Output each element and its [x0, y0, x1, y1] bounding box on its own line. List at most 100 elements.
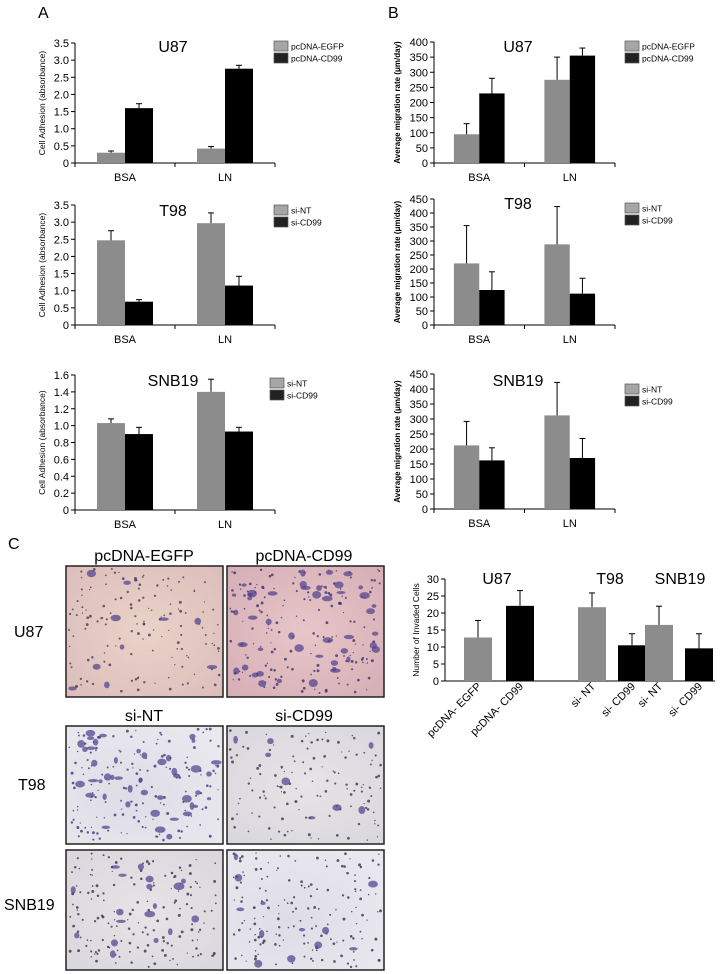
pore-dot	[85, 609, 87, 611]
pore-dot	[121, 577, 125, 581]
invaded-cell	[237, 642, 248, 648]
pore-dot	[362, 644, 364, 646]
pore-dot	[102, 604, 106, 608]
pore-dot	[266, 875, 269, 878]
invaded-cell	[82, 746, 88, 753]
y-tick-label: 200	[410, 264, 428, 276]
pore-dot	[243, 594, 246, 597]
invaded-cell	[343, 571, 353, 577]
pore-dot	[193, 673, 196, 676]
pore-dot	[243, 920, 246, 922]
pore-dot	[163, 614, 166, 617]
invaded-cell	[298, 927, 306, 932]
pore-dot	[320, 934, 323, 938]
pore-dot	[76, 750, 79, 753]
micrograph-cells	[68, 727, 222, 842]
bar	[225, 68, 253, 163]
pore-dot	[362, 783, 365, 786]
pore-dot	[246, 747, 250, 750]
pore-dot	[308, 732, 310, 735]
invaded-cell	[156, 795, 164, 801]
pore-dot	[217, 744, 220, 748]
pore-dot	[184, 612, 187, 614]
pore-dot	[253, 957, 257, 961]
pore-dot	[307, 833, 311, 837]
pore-dot	[178, 600, 182, 604]
pore-dot	[350, 805, 352, 808]
pore-dot	[233, 825, 236, 829]
pore-dot	[112, 735, 115, 738]
pore-dot	[352, 639, 356, 642]
invaded-cell	[334, 581, 344, 589]
pore-dot	[278, 913, 280, 915]
pore-dot	[337, 740, 340, 744]
pore-dot	[289, 649, 293, 653]
micro-col-header-si-cd99: si-CD99	[275, 708, 333, 725]
pore-dot	[157, 738, 159, 741]
pore-dot	[319, 795, 322, 798]
pore-dot	[135, 784, 138, 787]
pore-dot	[150, 609, 153, 612]
pore-dot	[361, 656, 365, 660]
invaded-cell	[114, 776, 123, 780]
pore-dot	[152, 884, 155, 887]
pore-dot	[168, 687, 172, 691]
pore-dot	[186, 682, 189, 685]
pore-dot	[290, 734, 294, 738]
pore-dot	[85, 680, 89, 683]
pore-dot	[262, 587, 265, 590]
pore-dot	[355, 922, 358, 925]
pore-dot	[71, 781, 75, 785]
pore-dot	[143, 620, 145, 623]
pore-dot	[174, 899, 178, 903]
pore-dot	[111, 870, 113, 873]
pore-dot	[91, 874, 93, 876]
pore-dot	[119, 596, 123, 600]
pore-dot	[309, 767, 312, 771]
pore-dot	[349, 793, 353, 796]
pore-dot	[253, 922, 257, 926]
legend-swatch	[624, 52, 640, 64]
pore-dot	[186, 952, 188, 954]
pore-dot	[94, 953, 96, 955]
invaded-cell	[138, 777, 143, 784]
pore-dot	[333, 960, 336, 963]
invaded-cell	[194, 617, 202, 625]
pore-dot	[235, 886, 239, 890]
y-tick-label: 0	[63, 505, 69, 517]
bar	[645, 624, 673, 681]
invaded-cell	[233, 609, 239, 616]
pore-dot	[191, 939, 194, 942]
pore-dot	[366, 808, 370, 811]
pore-dot	[368, 876, 371, 880]
pore-dot	[241, 896, 244, 899]
pore-dot	[340, 864, 344, 868]
panel-label-b: B	[388, 5, 399, 22]
y-tick-label: 250	[410, 250, 428, 262]
pore-dot	[359, 897, 363, 901]
invaded-cell	[195, 790, 201, 795]
micrograph-snb19-si-cd99	[226, 849, 385, 971]
micrograph-cells	[229, 568, 381, 694]
pore-dot	[192, 746, 196, 749]
pore-dot	[89, 586, 92, 589]
pore-dot	[273, 587, 275, 590]
pore-dot	[313, 688, 316, 691]
y-tick-label: 350	[410, 52, 428, 64]
x-category-label: si- CD99	[599, 681, 638, 720]
pore-dot	[107, 922, 110, 925]
pore-dot	[139, 754, 141, 756]
pore-dot	[84, 826, 87, 829]
pore-dot	[177, 580, 180, 583]
pore-dot	[351, 668, 354, 671]
pore-dot	[162, 803, 165, 806]
pore-dot	[91, 889, 95, 893]
chart-b3-snb19-migration: 0 50 100 150 200 250 300 350 400 450 BSA LN SNB19 Ave…	[393, 369, 673, 530]
pore-dot	[128, 950, 131, 953]
y-tick-label: 20	[427, 608, 439, 620]
pore-dot	[367, 893, 370, 896]
y-tick-label: 2.5	[54, 234, 69, 246]
pore-dot	[176, 641, 180, 645]
pore-dot	[298, 809, 300, 811]
invaded-cell	[113, 756, 118, 764]
